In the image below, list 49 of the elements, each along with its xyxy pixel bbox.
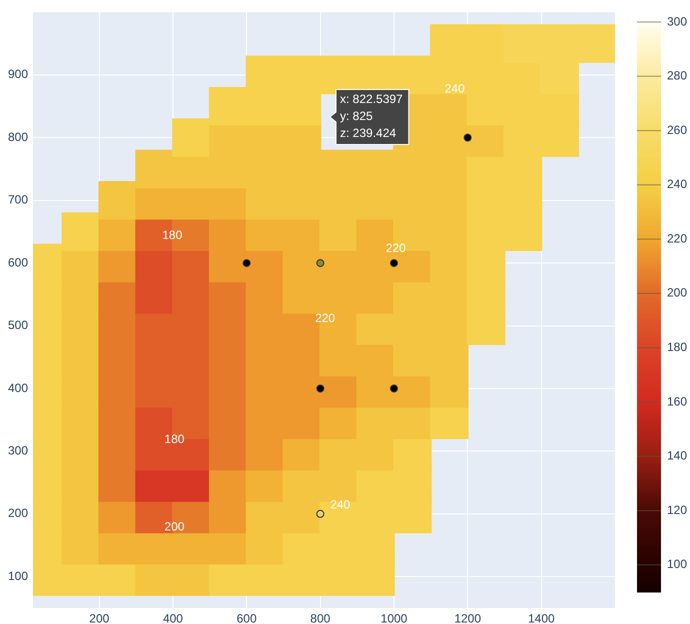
annotation: 220 (386, 240, 406, 255)
point (135, 150, 174, 188)
color-bar-label: 280 (667, 68, 688, 83)
annotation: 180 (164, 432, 185, 446)
point (316, 259, 324, 268)
annotation: 220 (315, 311, 336, 326)
color-bar-label: 240 (667, 177, 688, 192)
color-bar-label: 220 (667, 231, 688, 246)
annotation: x: 822.5397 y: 825 z: 239.424 (340, 92, 404, 140)
x-tick-label: 400 (162, 612, 184, 624)
y-tick-label: 800 (8, 130, 28, 144)
x-tick-label: 600 (236, 612, 257, 624)
y-tick-label: 200 (8, 506, 28, 520)
y-tick-label: 100 (8, 568, 28, 583)
color-bar-label: 140 (667, 448, 688, 463)
color-bar-label: 160 (667, 394, 688, 408)
x-tick-label: 1200 (454, 612, 482, 624)
y-tick-label: 300 (8, 444, 28, 458)
x-tick-label: 800 (310, 612, 331, 624)
point (504, 24, 542, 63)
point (98, 181, 137, 220)
annotation: 180 (162, 228, 183, 242)
x-tick-label: 1000 (380, 612, 408, 624)
x-tick-label: 200 (89, 612, 110, 624)
color-bar-label: 300 (667, 14, 688, 28)
point (316, 510, 324, 518)
y-tick-label: 500 (8, 318, 28, 332)
point (464, 134, 472, 142)
point (208, 87, 248, 126)
annotation: 240 (444, 82, 466, 96)
point (390, 259, 398, 268)
color-bar-label: 180 (667, 340, 688, 354)
y-tick-label: 700 (8, 192, 28, 207)
point (577, 24, 615, 63)
point (242, 259, 251, 268)
y-tick-label: 600 (8, 255, 28, 270)
y-tick-label: 900 (8, 67, 28, 82)
color-bar-label: 260 (667, 122, 688, 137)
point (390, 384, 398, 392)
color-bar-label: 100 (667, 557, 688, 572)
color-bar-label: 120 (667, 502, 688, 517)
annotation: 200 (164, 519, 185, 534)
point (282, 56, 322, 94)
x-tick-label: 1400 (528, 612, 555, 624)
y-tick-label: 400 (8, 380, 28, 395)
point (316, 384, 324, 392)
point (393, 56, 432, 94)
annotation: 240 (330, 497, 351, 512)
color-bar-label: 200 (667, 286, 688, 300)
